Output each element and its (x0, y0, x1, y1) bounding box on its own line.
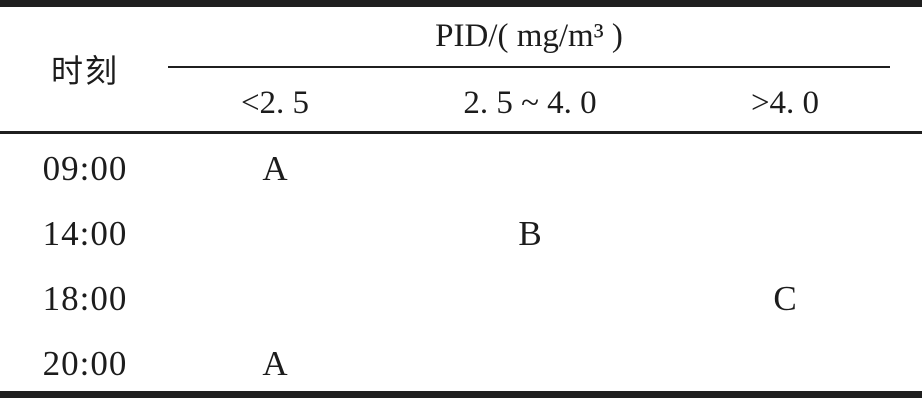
data-cell: B (518, 214, 542, 253)
table-row: 09:00 A (0, 137, 922, 201)
data-cell (430, 137, 630, 201)
group-header-underline-rule (168, 66, 890, 68)
time-cell: 18:00 (42, 279, 128, 318)
time-cell: 09:00 (42, 149, 128, 188)
table-bottom-border-rule (0, 391, 922, 398)
group-header-pid: PID/( mg/m³ ) (435, 17, 623, 54)
data-cell (175, 267, 375, 331)
table-top-border-rule (0, 0, 922, 7)
data-cell: A (262, 344, 288, 383)
table-row: 20:00 A (0, 332, 922, 396)
table-row: 18:00 C (0, 267, 922, 331)
data-cell (685, 332, 885, 396)
time-cell: 14:00 (42, 214, 128, 253)
data-cell (685, 137, 885, 201)
data-cell (430, 332, 630, 396)
header-body-divider-rule (0, 131, 922, 134)
data-cell: C (773, 279, 797, 318)
data-cell: A (262, 149, 288, 188)
data-cell (430, 267, 630, 331)
col-header-lt-2-5: <2. 5 (240, 85, 310, 121)
corner-header-time: 时刻 (50, 53, 119, 89)
data-cell (175, 202, 375, 266)
time-cell: 20:00 (42, 344, 128, 383)
col-header-2-5-to-4-0: 2. 5 ~ 4. 0 (463, 85, 597, 121)
col-header-gt-4-0: >4. 0 (750, 85, 820, 121)
data-cell (685, 202, 885, 266)
table-row: 14:00 B (0, 202, 922, 266)
